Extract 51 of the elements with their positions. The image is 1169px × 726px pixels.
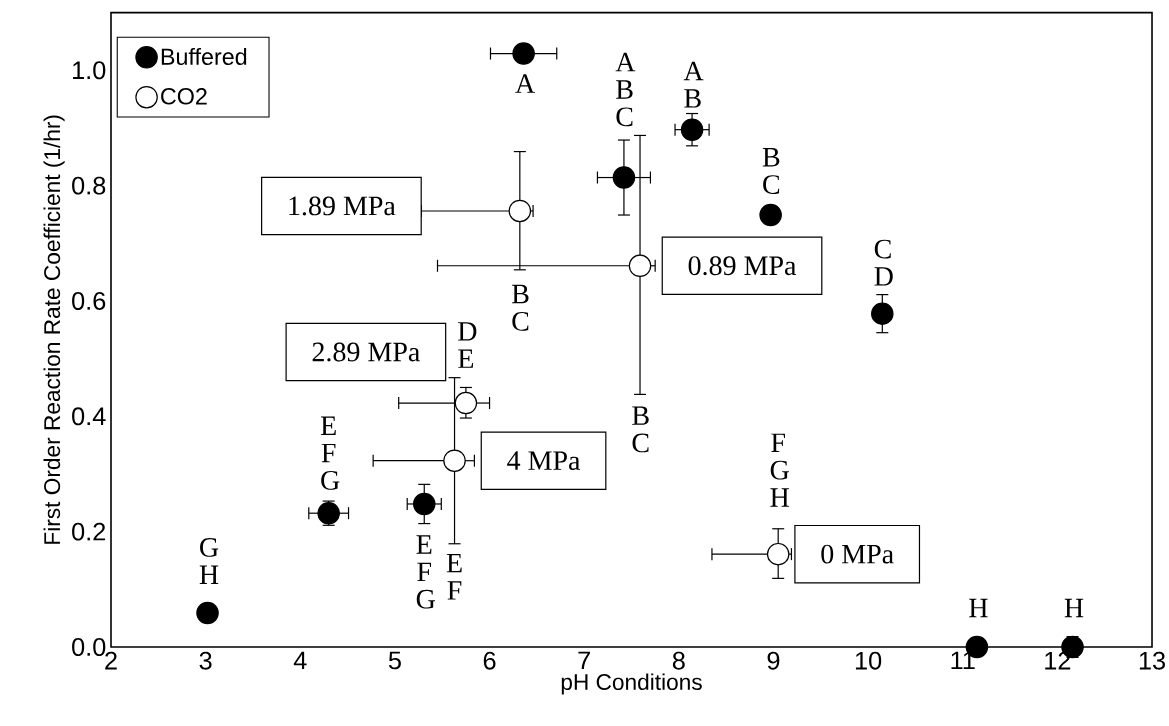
y-tick-label: 0.8	[72, 176, 106, 195]
annotation: 0 MPa	[821, 544, 894, 564]
annotation: A	[515, 74, 536, 93]
x-tick-label: 5	[388, 651, 401, 670]
point	[871, 302, 894, 325]
annotation: A B	[683, 61, 704, 108]
annotation: F G H	[770, 433, 789, 507]
point	[628, 254, 652, 278]
point	[443, 449, 466, 472]
annotation: 1.89 MPa	[289, 196, 396, 216]
x-tick-label: 9	[767, 651, 780, 670]
annotation: G H	[199, 538, 219, 584]
annotation: E F G	[320, 416, 340, 490]
point	[759, 203, 782, 227]
x-tick-label: 7	[578, 651, 590, 670]
y-tick-label: 1.0	[73, 61, 106, 80]
x-tick-label: 8	[672, 651, 685, 670]
x-tick-label: 2	[105, 651, 117, 670]
point	[196, 601, 219, 625]
annotation: 2.89 MPa	[312, 342, 420, 362]
x-tick-label: 11	[951, 651, 975, 670]
x-tick-label: 10	[855, 651, 882, 670]
y-tick-label: 0.4	[72, 407, 106, 426]
annotation: E F	[446, 553, 462, 600]
legend-label: CO2	[161, 88, 207, 105]
x-axis-title: pH Conditions	[561, 673, 702, 695]
annotation: A B C	[615, 52, 636, 127]
point	[612, 166, 636, 189]
annotation: D E	[458, 322, 477, 368]
annotation: H	[1064, 598, 1084, 618]
annotation: H	[969, 598, 988, 618]
x-tick-label: 4	[293, 651, 307, 670]
annotation: 0.89 MPa	[688, 256, 797, 276]
annotation: B C	[762, 148, 780, 194]
point	[680, 118, 704, 141]
point	[454, 391, 478, 415]
y-axis-title: First Order Reaction Rate Coefficient (1/hr)	[43, 115, 65, 544]
annotation: B C	[632, 406, 649, 453]
y-tick-label: 0.2	[72, 522, 106, 541]
annotation: C D	[874, 239, 893, 286]
legend-label: Buffered	[161, 47, 247, 66]
point	[412, 492, 436, 516]
x-tick-label: 3	[199, 651, 212, 670]
point	[512, 42, 535, 65]
x-tick-label: 6	[483, 651, 496, 670]
annotation: E F G	[416, 535, 435, 609]
x-tick-label: 13	[1139, 651, 1165, 670]
y-tick-label: 0.0	[72, 638, 106, 656]
annotation: B C	[512, 284, 529, 331]
y-tick-label: 0.6	[72, 291, 106, 310]
annotation: 4 MPa	[507, 451, 581, 471]
